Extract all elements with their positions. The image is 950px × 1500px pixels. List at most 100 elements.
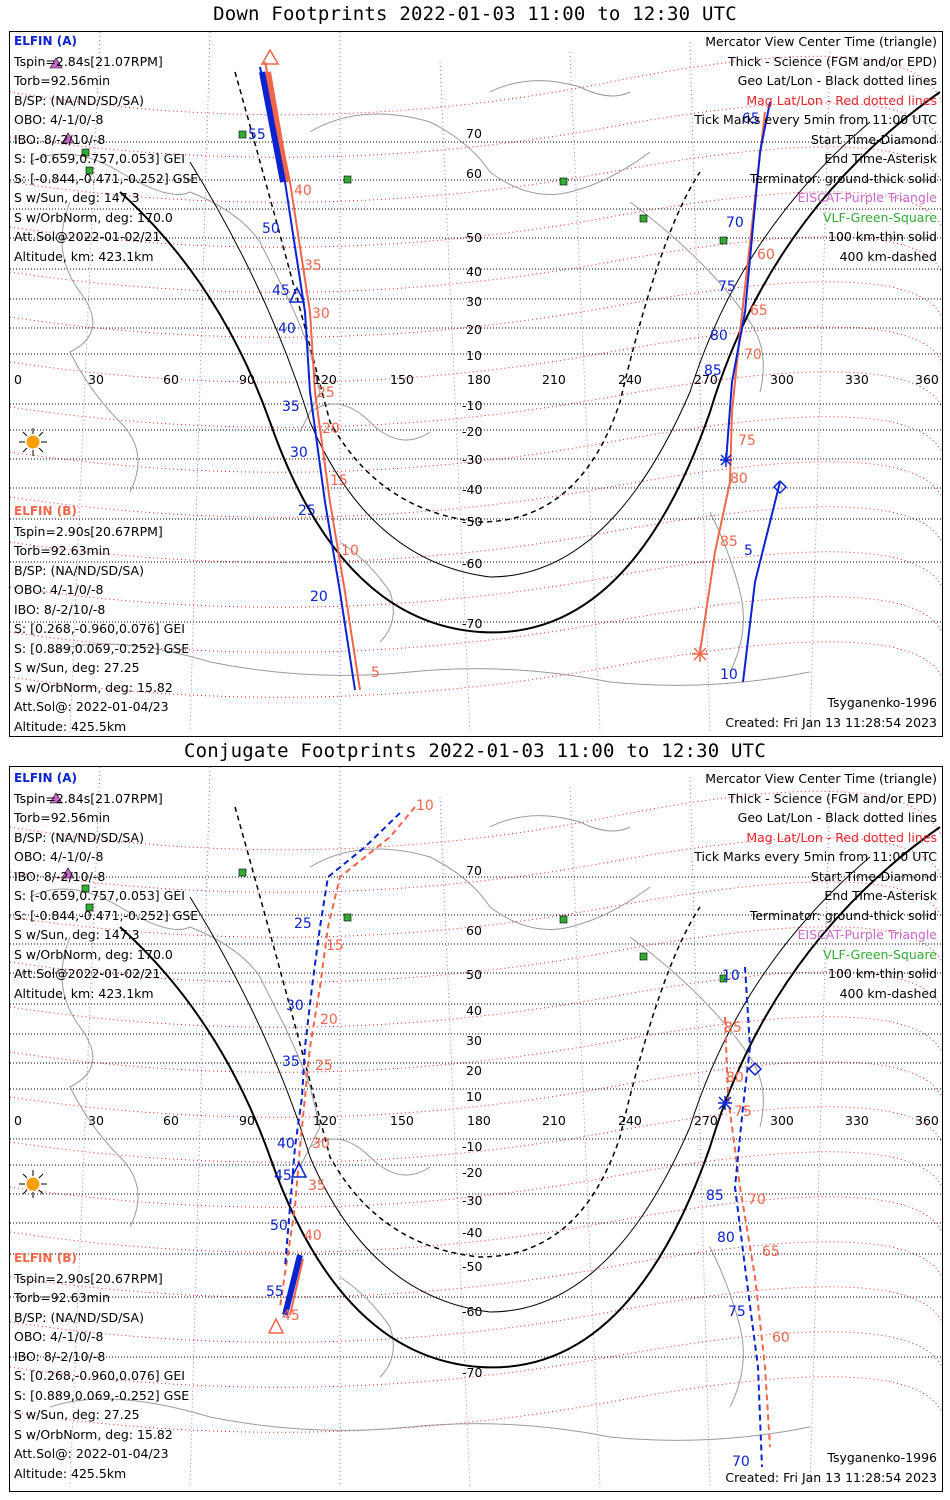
legend-item: 100 km-thin solid [828, 966, 937, 981]
terminator-ground [119, 826, 941, 1369]
track-tick-label: 45 [282, 1308, 300, 1324]
elfin-a-end-asterisk[interactable] [718, 1096, 732, 1110]
lon-label: 270 [694, 1113, 718, 1128]
eiscat-stations[interactable] [49, 57, 75, 144]
elfin-a-end-asterisk[interactable] [720, 453, 732, 467]
legend-item: VLF-Green-Square [822, 946, 937, 962]
lat-label: -60 [462, 556, 483, 571]
eiscat-stations[interactable] [49, 792, 75, 879]
lat-label: -70 [462, 1365, 483, 1380]
info-line: S w/OrbNorm, deg: 15.82 [14, 1426, 173, 1442]
lon-label: 90 [239, 372, 255, 387]
info-line: S: [-0.844,-0.471,-0.252] GSE [14, 907, 199, 923]
lon-label: 0 [14, 372, 22, 387]
lat-label: 20 [466, 322, 482, 337]
track-tick-label: 25 [298, 503, 316, 519]
lon-label: 300 [770, 372, 794, 387]
legend-item: Tick Marks every 5min from 11:00 UTC [694, 849, 937, 864]
track-tick-label: 80 [726, 1070, 744, 1086]
info-line: Att.Sol@: 2022-01-04/23 [14, 699, 169, 714]
elfin-a-view-center-triangle[interactable] [288, 286, 306, 303]
track-tick-label: 10 [720, 667, 738, 683]
elfin-a-track-2[interactable] [733, 966, 763, 1468]
elfin-a-view-center-triangle[interactable] [290, 1161, 308, 1178]
elfin-b-track[interactable] [264, 61, 361, 691]
vlf-stations[interactable] [81, 130, 728, 245]
legend-item: EISCAT-Purple Triangle [797, 927, 937, 942]
lat-label: 20 [466, 1063, 482, 1078]
map-panel-down[interactable]: 0 30 60 90 120 150 180 210 240 270 300 3… [9, 31, 943, 737]
elfin-b-science-segment[interactable] [289, 1258, 304, 1316]
elfin-b-view-center-triangle[interactable] [260, 48, 280, 65]
track-tick-label: 40 [278, 321, 296, 337]
info-line: S w/Sun, deg: 27.25 [14, 1407, 140, 1422]
info-line: IBO: 8/-2/10/-8 [14, 868, 106, 884]
elfin-b-info: ELFIN (B) Tspin=2.90s[20.67RPM] Torb=92.… [14, 1249, 189, 1483]
lat-label: 70 [466, 126, 482, 141]
lon-label: 150 [390, 372, 414, 387]
elfin-a-track-2[interactable] [742, 481, 781, 683]
track-tick-label: 55 [266, 1284, 284, 1300]
info-line: S: [-0.659,0.757,0.053] GEI [14, 151, 185, 166]
track-tick-label: 35 [282, 399, 300, 415]
lon-label: 210 [542, 372, 566, 387]
lon-label: 360 [915, 1113, 939, 1128]
elfin-b-science-segment[interactable] [265, 71, 290, 183]
track-tick-label: 30 [286, 998, 304, 1014]
info-line: B/SP: (NA/ND/SD/SA) [14, 562, 144, 578]
elfin-a-track-3[interactable] [725, 101, 771, 463]
info-line: B/SP: (NA/ND/SD/SA) [14, 92, 144, 108]
legend-item: Geo Lat/Lon - Black dotted lines [737, 73, 937, 88]
track-tick-label: 50 [262, 221, 280, 237]
lon-label: 180 [467, 372, 491, 387]
elfin-a-track[interactable] [284, 812, 401, 1268]
elfin-a-start-diamond[interactable] [772, 479, 788, 495]
track-tick-label: 10 [341, 543, 359, 559]
lat-label: 40 [466, 1003, 482, 1018]
lat-label: 50 [466, 967, 482, 982]
elfin-a-science-segment[interactable] [282, 1254, 303, 1316]
map-canvas-down[interactable] [10, 32, 942, 736]
vlf-stations[interactable] [81, 868, 728, 983]
lat-label: 70 [466, 863, 482, 878]
model-label: Tsyganenko-1996 [827, 1450, 937, 1465]
legend-item: Mag Lat/Lon - Red dotted lines [746, 829, 937, 845]
map-legend: Mercator View Center Time (triangle) Thi… [694, 32, 937, 266]
track-tick-label: 5 [371, 665, 380, 681]
track-tick-label: 40 [304, 1228, 322, 1244]
elfin-a-science-segment[interactable] [259, 71, 286, 183]
created-timestamp: Created: Fri Jan 13 11:28:54 2023 [725, 1470, 937, 1485]
lon-label: 30 [88, 372, 104, 387]
lon-label: 60 [163, 372, 179, 387]
info-line: OBO: 4/-1/0/-8 [14, 582, 104, 597]
info-line: S w/Sun, deg: 147.3 [14, 190, 140, 205]
elfin-a-track[interactable] [259, 66, 356, 691]
track-tick-label: 75 [728, 1304, 746, 1320]
legend-item: Start Time-Diamond [810, 131, 937, 147]
elfin-a-info: ELFIN (A) Tspin=2.84s[21.07RPM] Torb=92.… [14, 769, 198, 1003]
elfin-b-label: ELFIN (B) [14, 504, 77, 518]
elfin-a-start-diamond[interactable] [747, 1061, 763, 1077]
lon-label: 330 [845, 1113, 869, 1128]
geo-grid-lines [10, 141, 942, 623]
legend-item: 400 km-dashed [839, 985, 937, 1001]
map-canvas-conjugate[interactable] [10, 767, 942, 1491]
legend-item: End Time-Asterisk [824, 151, 937, 166]
lat-label: -60 [462, 1304, 483, 1319]
lon-label: 270 [694, 372, 718, 387]
track-tick-label: 60 [757, 247, 775, 263]
terminator-100km [189, 121, 871, 578]
elfin-b-view-center-triangle[interactable] [267, 1317, 285, 1334]
elfin-b-end-asterisk[interactable] [692, 646, 708, 662]
map-panel-conjugate[interactable]: 0 30 60 90 120 150 180 210 240 270 300 3… [9, 766, 943, 1492]
info-line: S: [0.889,0.069,-0.252] GSE [14, 640, 190, 656]
track-tick-label: 35 [308, 1178, 326, 1194]
legend-item: Start Time-Diamond [810, 868, 937, 884]
lat-label: -10 [462, 398, 483, 413]
track-tick-label: 70 [732, 1454, 750, 1470]
track-tick-label: 55 [248, 127, 266, 143]
lat-label: -40 [462, 482, 483, 497]
elfin-b-track[interactable] [279, 806, 416, 1308]
track-tick-label: 30 [290, 445, 308, 461]
eiscat-meridians [69, 32, 831, 733]
